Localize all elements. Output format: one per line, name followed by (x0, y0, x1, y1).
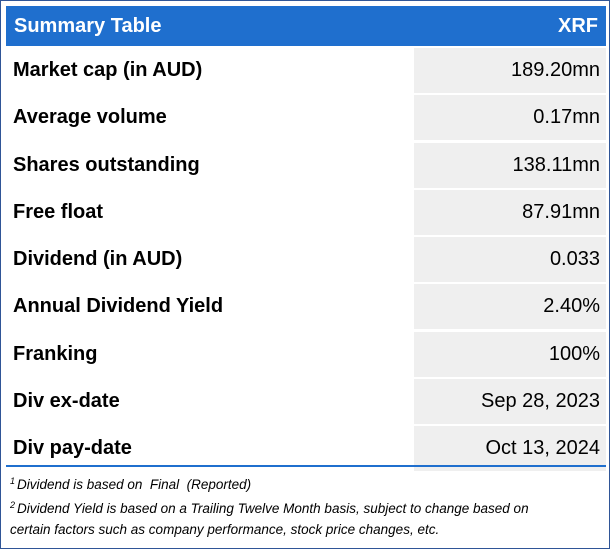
table-row: Free float 87.91mn (6, 189, 606, 235)
row-value: Oct 13, 2024 (414, 426, 606, 472)
row-value: 100% (414, 331, 606, 377)
footnotes: 1 Dividend is based on Final (Reported) 2… (10, 471, 602, 540)
row-label: Div ex-date (6, 379, 412, 425)
table-row: Div pay-date Oct 13, 2024 (6, 426, 606, 472)
row-value: Sep 28, 2023 (414, 379, 606, 425)
footnote-text: Dividend is based on Final (Reported) (17, 477, 252, 492)
table-row: Average volume 0.17mn (6, 95, 606, 141)
row-value: 0.17mn (414, 95, 606, 141)
footnote-2-continuation: certain factors such as company performa… (10, 522, 440, 537)
table-row: Annual Dividend Yield 2.40% (6, 284, 606, 330)
table-row: Div ex-date Sep 28, 2023 (6, 379, 606, 425)
row-label: Div pay-date (6, 426, 412, 472)
row-label: Shares outstanding (6, 142, 412, 188)
row-value: 87.91mn (414, 189, 606, 235)
row-value: 189.20mn (414, 48, 606, 93)
row-value: 138.11mn (414, 142, 606, 188)
row-label: Annual Dividend Yield (6, 284, 412, 330)
table-row: Dividend (in AUD) 0.033 (6, 237, 606, 283)
table-row: Shares outstanding 138.11mn (6, 142, 606, 188)
row-label: Average volume (6, 95, 412, 141)
footnote-1: 1 Dividend is based on Final (Reported) (10, 471, 602, 495)
table-row: Market cap (in AUD) 189.20mn (6, 48, 606, 93)
table-row: Franking 100% (6, 331, 606, 377)
row-label: Market cap (in AUD) (6, 48, 412, 93)
footnote-divider (6, 465, 606, 467)
footnote-2: 2 Dividend Yield is based on a Trailing T… (10, 495, 602, 519)
row-value: 0.033 (414, 237, 606, 283)
row-value: 2.40% (414, 284, 606, 330)
table-header: Summary Table XRF (6, 6, 606, 46)
row-label: Franking (6, 331, 412, 377)
ticker-label: XRF (558, 14, 598, 37)
footnote-text: Dividend Yield is based on a Trailing Tw… (17, 501, 529, 516)
footnote-marker: 2 (10, 500, 16, 510)
row-label: Free float (6, 189, 412, 235)
table-body: Market cap (in AUD) 189.20mn Average vol… (6, 48, 606, 474)
row-label: Dividend (in AUD) (6, 237, 412, 283)
table-title: Summary Table (14, 14, 162, 37)
footnote-marker: 1 (10, 476, 16, 486)
